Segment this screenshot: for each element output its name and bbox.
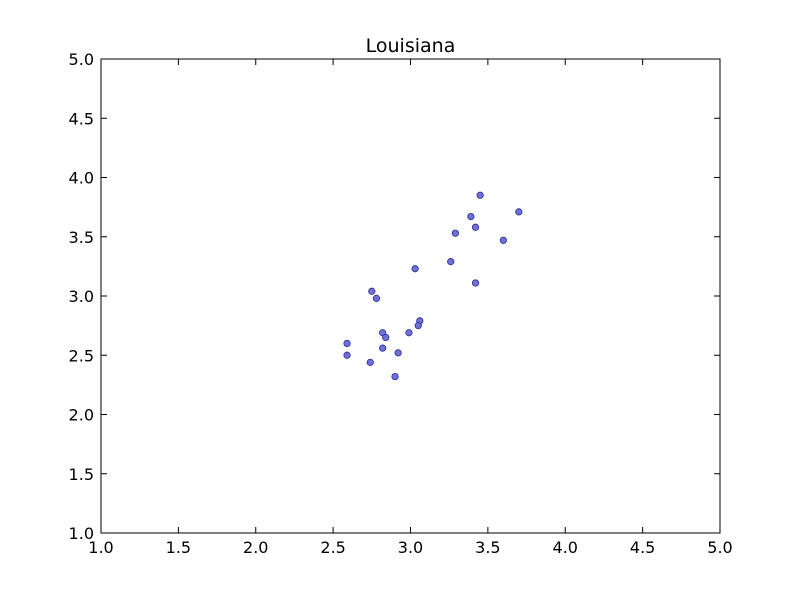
data-point xyxy=(391,372,399,381)
data-point xyxy=(414,322,422,330)
data-point xyxy=(366,358,374,366)
data-point xyxy=(343,339,351,347)
y-tick-label: 2.0 xyxy=(69,406,94,425)
chart-title: Louisiana xyxy=(366,35,456,57)
data-point xyxy=(515,208,523,216)
x-tick-label: 1.5 xyxy=(166,538,191,557)
data-point xyxy=(379,344,387,352)
y-tick-label: 4.5 xyxy=(69,109,94,128)
data-point xyxy=(499,236,507,244)
y-tick-label: 3.5 xyxy=(69,228,94,247)
x-tick-label: 3.5 xyxy=(475,538,500,557)
data-point xyxy=(411,265,419,273)
data-point xyxy=(405,329,413,337)
data-point xyxy=(471,223,480,231)
data-point xyxy=(372,294,381,302)
x-tick-label: 2.0 xyxy=(243,538,268,557)
data-point xyxy=(394,349,402,357)
data-points xyxy=(343,191,523,381)
data-point xyxy=(467,213,475,221)
x-tick-label: 1.0 xyxy=(88,538,113,557)
data-point xyxy=(471,279,480,287)
y-tick-label: 5.0 xyxy=(69,50,94,69)
data-point xyxy=(343,351,351,359)
y-tick-label: 1.0 xyxy=(69,524,94,543)
data-point xyxy=(476,191,484,199)
data-point xyxy=(447,258,455,266)
data-point xyxy=(368,287,376,295)
x-tick-label: 2.5 xyxy=(320,538,345,557)
x-tick-label: 5.0 xyxy=(707,538,732,557)
x-tick-label: 4.5 xyxy=(630,538,655,557)
plot-frame xyxy=(100,58,721,534)
x-tick-label: 3.0 xyxy=(398,538,423,557)
y-tick-label: 2.5 xyxy=(69,346,94,365)
data-point xyxy=(451,229,459,237)
data-point xyxy=(382,333,390,342)
y-tick-label: 1.5 xyxy=(69,465,94,484)
x-tick-label: 4.0 xyxy=(553,538,578,557)
y-tick-label: 4.0 xyxy=(69,169,94,188)
y-tick-label: 3.0 xyxy=(69,287,94,306)
tick-layer: 1.0 1.5 2.0 2.5 3.0 3.5 4.0 4.5 5.0 1.0 1.5 2.0 2.5 3… xyxy=(69,50,733,557)
